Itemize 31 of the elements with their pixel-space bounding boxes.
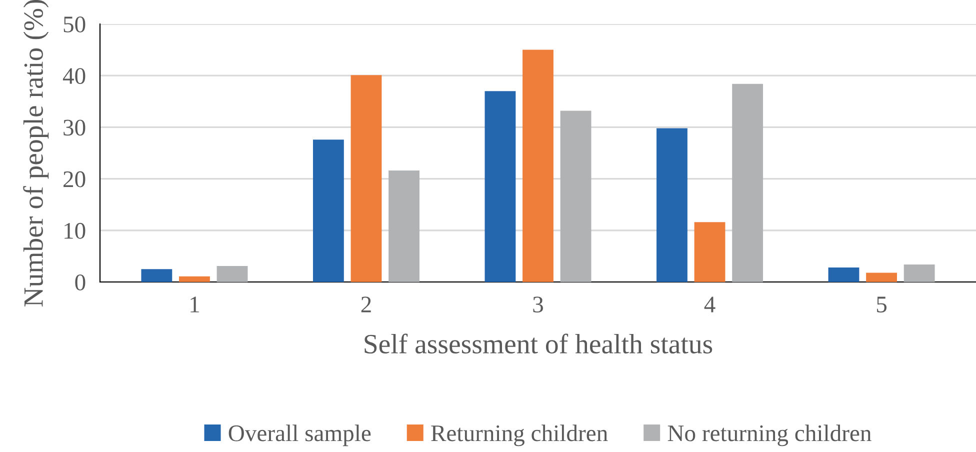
bar: [560, 110, 592, 282]
bar: [522, 50, 554, 282]
x-tick-label: 1: [190, 296, 199, 312]
bar: [388, 170, 420, 282]
x-tick-label: 3: [533, 296, 543, 313]
y-tick-label: 40: [62, 68, 86, 84]
x-tick-label: 2: [361, 296, 371, 312]
bar: [350, 75, 382, 282]
bar: [656, 128, 688, 282]
bar: [694, 222, 726, 282]
legend-label: Overall sample: [228, 424, 371, 446]
bar: [216, 266, 248, 282]
bar: [904, 264, 935, 282]
bar: [484, 91, 516, 282]
y-tick-label: 0: [75, 274, 86, 290]
bar: [141, 269, 172, 282]
x-axis-title: Self assessment of health status: [364, 334, 712, 354]
y-axis-title: Number of people ratio (%): [23, 0, 49, 306]
legend-label: Returning children: [431, 424, 608, 446]
x-tick-label: 4: [704, 296, 716, 312]
y-tick-label: 20: [64, 171, 86, 188]
y-tick-label: 10: [64, 222, 86, 239]
y-tick-label: 50: [64, 16, 86, 32]
bar: [828, 268, 860, 282]
x-tick-label: 5: [877, 296, 887, 313]
bar: [866, 272, 897, 282]
bar: [179, 276, 210, 282]
legend-label: No returning children: [668, 424, 872, 446]
bar: [312, 140, 344, 282]
bar: [732, 84, 764, 282]
y-tick-label: 30: [64, 120, 86, 136]
